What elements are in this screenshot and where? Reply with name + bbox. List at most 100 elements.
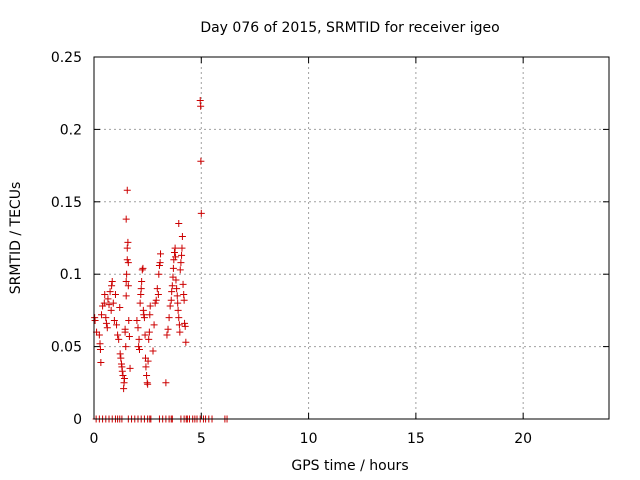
data-point — [149, 347, 157, 355]
x-axis-title: GPS time / hours — [291, 458, 408, 474]
data-point — [168, 288, 176, 296]
data-point — [153, 285, 161, 293]
data-point — [181, 319, 189, 327]
data-point — [138, 277, 146, 285]
data-point — [166, 302, 174, 310]
data-point — [122, 277, 130, 285]
data-point — [98, 311, 106, 319]
data-point — [124, 259, 132, 267]
data-point — [102, 314, 110, 322]
data-point — [123, 256, 131, 264]
data-point — [197, 157, 205, 165]
data-point — [121, 325, 129, 333]
y-tick-label: 0.05 — [51, 340, 82, 356]
data-point — [118, 367, 126, 375]
data-point — [108, 277, 116, 285]
data-point — [162, 379, 170, 387]
data-point — [125, 332, 133, 340]
data-point — [176, 328, 184, 336]
data-point — [152, 296, 160, 304]
data-point — [110, 317, 118, 325]
data-point — [123, 186, 131, 194]
data-point — [197, 209, 205, 217]
x-tick-label: 15 — [407, 431, 425, 447]
x-tick-label: 20 — [514, 431, 532, 447]
data-point — [176, 266, 184, 274]
x-tick-label: 0 — [90, 431, 99, 447]
data-point — [180, 296, 188, 304]
data-point — [150, 321, 158, 329]
data-point — [171, 244, 179, 252]
data-point — [136, 299, 144, 307]
data-point — [143, 372, 151, 380]
data-point — [175, 321, 183, 329]
data-point — [151, 299, 159, 307]
data-point — [164, 325, 172, 333]
data-points — [91, 96, 231, 423]
data-point — [170, 256, 178, 264]
data-point — [182, 338, 190, 346]
data-point — [175, 220, 183, 228]
data-point — [170, 248, 178, 256]
data-point — [122, 215, 130, 223]
data-point — [145, 335, 153, 343]
data-point — [105, 301, 113, 309]
data-point — [155, 262, 163, 270]
data-point — [106, 288, 114, 296]
data-point — [146, 311, 154, 319]
y-tick-label: 0.15 — [51, 195, 82, 211]
data-point — [107, 306, 115, 314]
data-point — [126, 364, 134, 372]
data-point — [172, 253, 180, 261]
data-point — [104, 295, 112, 303]
y-tick-label: 0.1 — [60, 267, 82, 283]
data-point — [178, 251, 186, 259]
x-tick-label: 5 — [197, 431, 206, 447]
data-point — [135, 343, 143, 351]
data-point — [124, 238, 132, 246]
data-point — [174, 299, 182, 307]
data-point — [117, 354, 125, 362]
data-point — [175, 314, 183, 322]
data-point — [140, 314, 148, 322]
data-point — [116, 304, 124, 312]
data-point — [123, 244, 131, 252]
data-point — [111, 290, 119, 298]
data-point — [141, 331, 149, 339]
data-point — [169, 264, 177, 272]
data-point — [119, 372, 127, 380]
data-point — [177, 259, 185, 267]
data-point — [163, 331, 171, 339]
y-tick-label: 0.2 — [60, 122, 82, 138]
data-point — [125, 317, 133, 325]
data-point — [179, 280, 187, 288]
plot-frame — [93, 56, 610, 420]
data-point — [137, 285, 145, 293]
y-axis-title: SRMTID / TECUs — [8, 182, 24, 295]
data-point — [97, 359, 105, 367]
data-point — [114, 331, 122, 339]
y-tick-label: 0.25 — [51, 50, 82, 66]
data-point — [116, 350, 124, 358]
data-point — [140, 311, 148, 319]
data-point — [99, 302, 107, 310]
data-point — [103, 324, 111, 332]
data-point — [145, 328, 153, 336]
data-point — [173, 292, 181, 300]
data-point — [101, 290, 109, 298]
data-point — [146, 302, 154, 310]
data-point — [123, 270, 131, 278]
data-point — [167, 296, 175, 304]
data-point — [197, 102, 205, 110]
data-point — [115, 335, 123, 343]
data-point — [174, 306, 182, 314]
data-point — [154, 290, 162, 298]
data-point — [173, 285, 181, 293]
data-point — [168, 282, 176, 290]
data-point — [134, 324, 142, 332]
data-point — [108, 282, 116, 290]
data-point — [178, 244, 186, 252]
grid — [94, 57, 609, 419]
data-point — [156, 259, 164, 267]
data-point — [142, 363, 150, 371]
